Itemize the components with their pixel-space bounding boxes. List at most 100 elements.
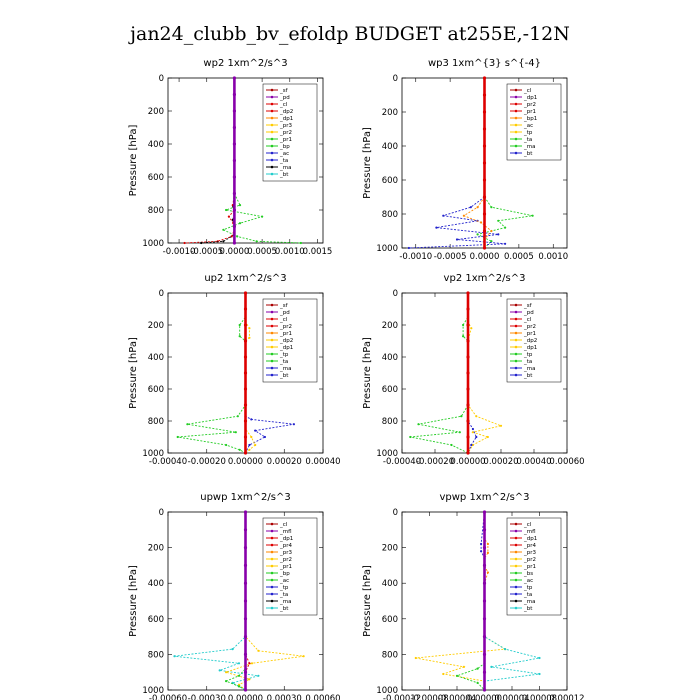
panel-title: wp2 1xm^2/s^3 <box>203 58 287 69</box>
data-point <box>482 688 487 692</box>
legend-marker <box>514 317 518 321</box>
data-point <box>480 221 483 224</box>
x-tick-label: 0.00020 <box>483 457 518 467</box>
legend-marker <box>514 550 518 554</box>
panel-title: vp2 1xm^2/s^3 <box>444 273 526 284</box>
data-point <box>538 656 541 660</box>
x-tick-label: -0.00030 <box>188 694 226 700</box>
data-point <box>414 656 417 660</box>
data-point <box>236 235 239 238</box>
legend-marker <box>270 585 274 589</box>
data-point <box>486 571 489 574</box>
legend-label: _mfl <box>279 529 292 535</box>
y-tick-label: 800 <box>148 417 164 427</box>
x-tick-label: 0.00004 <box>494 694 529 700</box>
data-point <box>482 617 487 621</box>
plot-frame <box>401 292 568 454</box>
data-point <box>497 233 500 236</box>
data-point <box>407 246 410 250</box>
legend-label: _pr1 <box>279 331 292 337</box>
legend-label: _bs <box>523 571 533 577</box>
data-point <box>255 240 258 243</box>
data-point <box>186 423 189 426</box>
legend-label: _mfl <box>523 529 536 535</box>
legend-marker <box>514 151 518 155</box>
y-tick-label: 600 <box>148 385 164 395</box>
legend-label: _ma <box>279 366 291 372</box>
data-point <box>243 403 248 407</box>
legend-label: _dp1 <box>523 536 537 542</box>
chart-panel-3: up2 1xm^2/s^3 Pressure [hPa] 0 200 400 600 800… <box>128 273 341 467</box>
x-tick-label: 0.0010 <box>275 247 305 257</box>
legend-marker <box>270 116 274 120</box>
x-tick-label: -0.00020 <box>416 457 454 467</box>
data-point <box>250 418 253 421</box>
data-point <box>263 435 266 439</box>
legend-label: _dp2 <box>523 338 537 344</box>
data-point <box>482 652 487 657</box>
y-axis-label: Pressure [hPa] <box>128 565 139 637</box>
legend-marker <box>270 536 274 540</box>
data-point <box>176 435 179 439</box>
data-point <box>227 215 230 218</box>
data-point <box>490 206 493 209</box>
legend-label: _ac <box>279 578 289 584</box>
y-axis-label: Pressure [hPa] <box>362 337 373 409</box>
data-point <box>232 241 236 245</box>
legend-marker <box>270 324 274 328</box>
data-point <box>243 307 248 311</box>
y-axis-label: Pressure [hPa] <box>128 337 139 409</box>
data-point <box>243 451 248 455</box>
data-point <box>232 109 236 113</box>
data-point <box>183 241 186 245</box>
legend-label: _dp1 <box>523 345 537 351</box>
data-point <box>476 233 479 236</box>
legend-label: _cl <box>279 522 288 528</box>
data-point <box>466 323 470 327</box>
legend-label: _pr2 <box>279 324 292 330</box>
legend-label: _ta <box>279 359 288 365</box>
data-point <box>232 158 236 163</box>
x-tick-label: 0.00000 <box>228 694 263 700</box>
y-tick-label: 1000 <box>142 686 164 696</box>
data-point <box>455 238 459 241</box>
data-point <box>243 652 248 657</box>
data-point <box>466 339 470 343</box>
y-tick-label: 200 <box>382 544 398 554</box>
x-tick-label: -0.00040 <box>149 457 187 467</box>
data-point <box>482 212 487 216</box>
legend-label: _pr2 <box>523 102 536 108</box>
legend-label: _bt <box>279 606 289 612</box>
data-point <box>450 443 453 447</box>
legend-marker <box>270 557 274 561</box>
data-point <box>232 92 236 97</box>
legend-marker <box>514 585 518 589</box>
data-point <box>243 546 248 550</box>
x-tick-label: -0.00020 <box>188 457 226 467</box>
data-point <box>482 599 487 603</box>
data-point <box>232 76 236 80</box>
legend-label: _pr2 <box>279 557 292 563</box>
y-tick-label: 1000 <box>142 449 164 459</box>
legend-marker <box>514 359 518 363</box>
data-point <box>471 431 474 434</box>
x-tick-label: 0.00000 <box>450 457 485 467</box>
data-point <box>225 671 228 674</box>
data-point <box>475 435 478 439</box>
legend-label: _ma <box>523 144 535 150</box>
data-point <box>486 435 489 439</box>
legend-label: _cl <box>279 102 288 108</box>
data-point <box>504 226 507 229</box>
data-point <box>232 191 236 196</box>
data-point <box>466 355 470 359</box>
data-point <box>482 635 487 639</box>
data-point <box>243 387 248 391</box>
data-point <box>248 336 251 339</box>
legend-label: _bt <box>279 373 289 379</box>
data-point <box>243 563 248 568</box>
legend-label: _dp2 <box>279 338 293 344</box>
data-point <box>476 206 479 209</box>
data-point <box>497 219 500 222</box>
data-point <box>482 144 487 148</box>
data-point <box>480 550 483 553</box>
